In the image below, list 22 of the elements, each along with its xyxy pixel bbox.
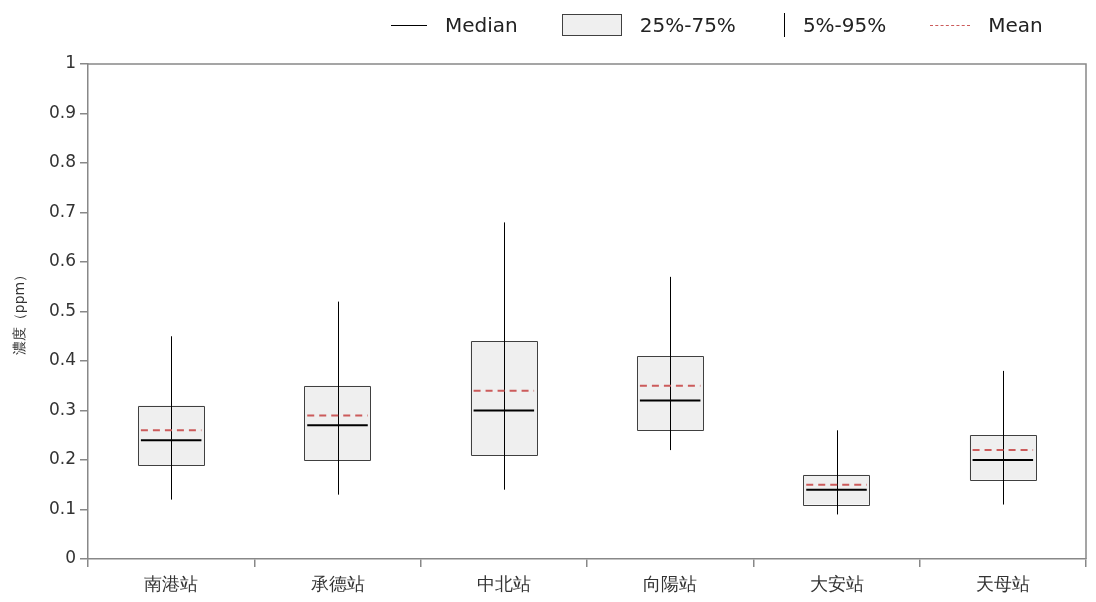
y-tick-label: 0: [65, 547, 76, 568]
y-tick-label: 1: [65, 52, 76, 73]
y-tick-label: 0.6: [48, 250, 76, 271]
x-tick-label: 向陽站: [643, 573, 698, 595]
x-tick-label: 天母站: [975, 573, 1030, 595]
x-tick-label: 大安站: [809, 573, 864, 595]
y-tick-label: 0.3: [48, 398, 76, 419]
y-tick-label: 0.8: [48, 151, 76, 172]
x-tick-label: 承德站: [310, 573, 365, 595]
y-tick-label: 0.1: [48, 497, 76, 518]
y-axis-title: 濃度（ppm）: [11, 267, 28, 356]
x-tick-label: 中北站: [476, 573, 531, 595]
x-tick-label: 南港站: [144, 573, 199, 595]
y-tick-label: 0.9: [48, 101, 76, 122]
text: 25%-75%: [639, 13, 736, 37]
y-tick-label: 0.7: [48, 200, 76, 221]
text: Mean: [988, 13, 1043, 37]
y-tick-label: 0.5: [48, 299, 76, 320]
y-tick-label: 0.2: [48, 448, 76, 469]
y-tick-label: 0.4: [48, 349, 76, 370]
text: Median: [445, 13, 518, 37]
text: 5%-95%: [802, 13, 887, 37]
